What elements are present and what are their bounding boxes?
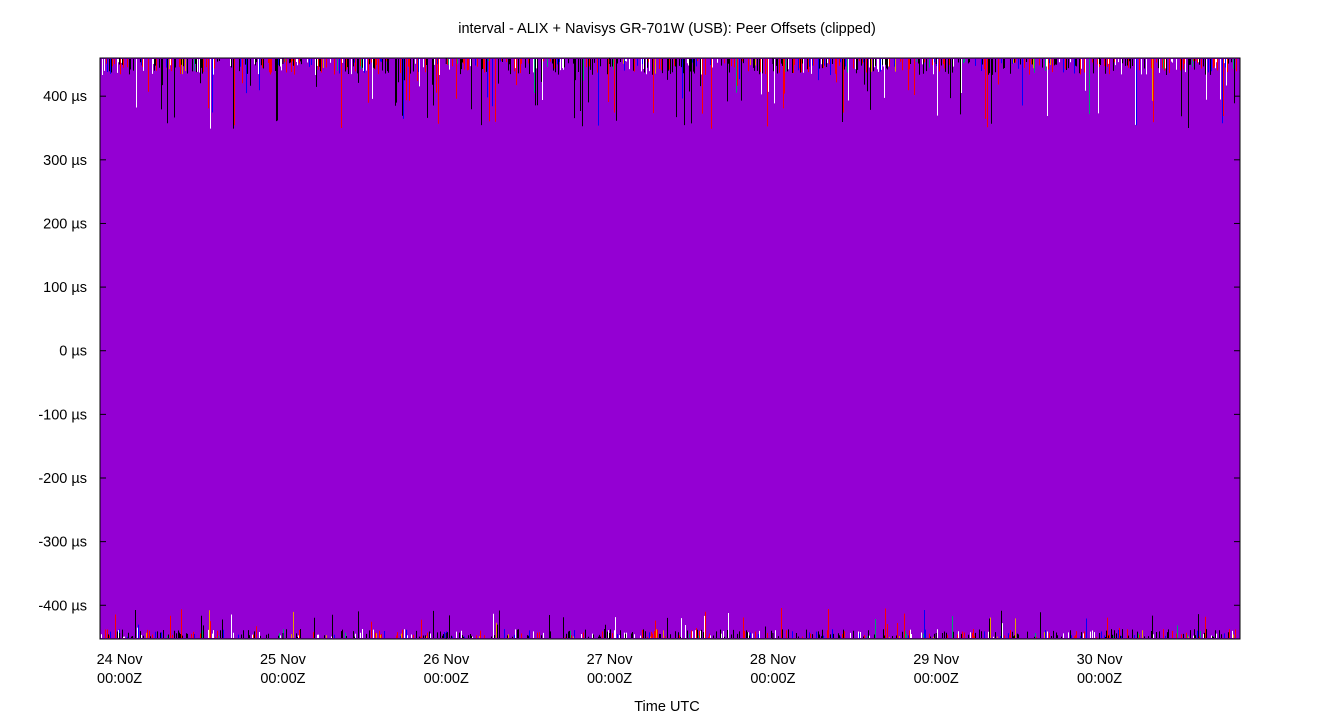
x-tick-label-time: 00:00Z bbox=[97, 671, 142, 687]
y-axis: 400 µs 300 µs 200 µs 100 µs 0 µs -100 µs -200 … bbox=[38, 89, 1240, 614]
x-tick-label-time: 00:00Z bbox=[914, 671, 959, 687]
x-tick-label-time: 00:00Z bbox=[1077, 671, 1122, 687]
y-tick-label: -300 µs bbox=[38, 535, 87, 551]
y-tick-label: 0 µs bbox=[59, 344, 87, 360]
y-tick-label: -200 µs bbox=[38, 471, 87, 487]
plot-area bbox=[99, 57, 1241, 640]
x-tick-label-time: 00:00Z bbox=[424, 671, 469, 687]
offset-spikes-top bbox=[102, 59, 1237, 129]
x-axis-label: Time UTC bbox=[634, 699, 700, 715]
x-tick-label-day: 28 Nov bbox=[750, 652, 797, 668]
x-tick-label-time: 00:00Z bbox=[750, 671, 795, 687]
chart-title: interval - ALIX + Navisys GR-701W (USB):… bbox=[458, 21, 876, 37]
x-tick-label-day: 25 Nov bbox=[260, 652, 307, 668]
plot-border bbox=[99, 57, 1241, 640]
x-tick-label-time: 00:00Z bbox=[260, 671, 305, 687]
y-tick-label: 400 µs bbox=[43, 89, 87, 105]
y-tick-label: -100 µs bbox=[38, 407, 87, 423]
y-tick-label: 100 µs bbox=[43, 280, 87, 296]
offset-spikes-bottom bbox=[101, 608, 1236, 638]
x-tick-label-day: 27 Nov bbox=[587, 652, 634, 668]
y-tick-label: 300 µs bbox=[43, 153, 87, 169]
x-tick-label-day: 29 Nov bbox=[913, 652, 960, 668]
y-tick-label: -400 µs bbox=[38, 598, 87, 614]
x-tick-label-day: 26 Nov bbox=[423, 652, 470, 668]
x-axis: 24 Nov 00:00Z 25 Nov 00:00Z 26 Nov 00:00Z 27 N… bbox=[97, 58, 1124, 687]
x-tick-label-time: 00:00Z bbox=[587, 671, 632, 687]
plot-fill bbox=[100, 58, 1240, 639]
x-tick-label-day: 24 Nov bbox=[97, 652, 144, 668]
y-tick-label: 200 µs bbox=[43, 216, 87, 232]
x-tick-label-day: 30 Nov bbox=[1077, 652, 1124, 668]
